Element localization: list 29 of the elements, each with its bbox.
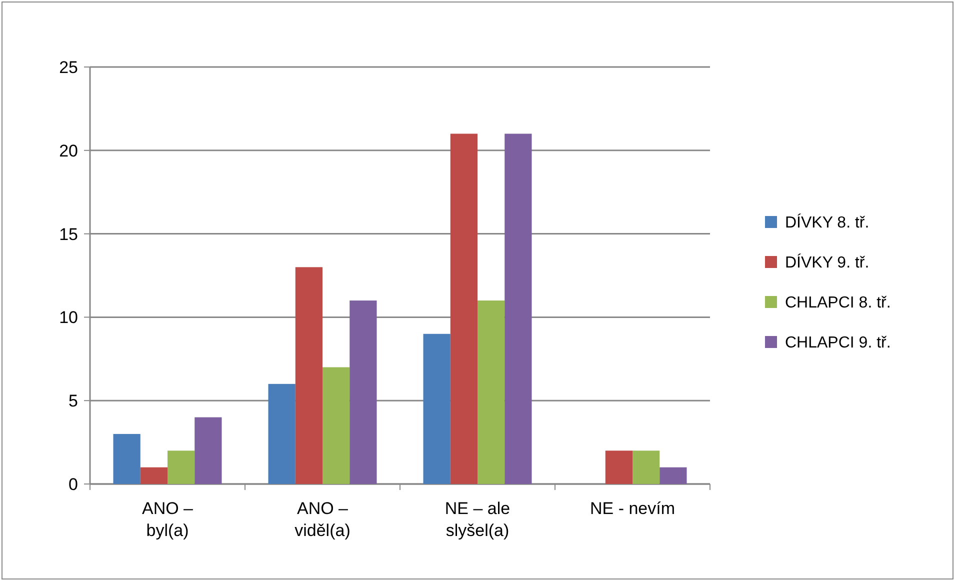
bar bbox=[605, 450, 632, 484]
bar bbox=[504, 134, 532, 484]
legend-label: CHLAPCI 8. tř. bbox=[785, 294, 891, 312]
bar bbox=[113, 434, 140, 484]
y-tick-label: 5 bbox=[68, 392, 78, 411]
bar bbox=[194, 417, 222, 484]
x-tick-label: ANO – viděl(a) bbox=[294, 499, 350, 540]
bar bbox=[478, 300, 505, 484]
bar bbox=[660, 467, 687, 484]
bar bbox=[295, 267, 322, 484]
bar bbox=[322, 367, 350, 484]
y-tick-label: 20 bbox=[59, 141, 78, 160]
y-tick-label: 25 bbox=[59, 58, 78, 77]
bar bbox=[632, 450, 660, 484]
legend-label: DÍVKY 9. tř. bbox=[785, 254, 870, 272]
x-tick-label: NE - nevím bbox=[590, 499, 676, 518]
bar bbox=[140, 467, 168, 484]
bar bbox=[423, 334, 450, 484]
bar bbox=[168, 450, 195, 484]
y-tick-label: 0 bbox=[68, 474, 78, 494]
bar bbox=[350, 300, 377, 484]
bar bbox=[450, 134, 478, 484]
x-tick-label: NE – ale slyšel(a) bbox=[444, 499, 510, 540]
x-tick-label: ANO – byl(a) bbox=[142, 499, 194, 540]
legend-label: DÍVKY 8. tř. bbox=[785, 214, 870, 232]
bar bbox=[268, 384, 296, 484]
y-tick-label: 10 bbox=[59, 308, 78, 328]
y-tick-label: 15 bbox=[59, 224, 78, 244]
legend-label: CHLAPCI 9. tř. bbox=[785, 334, 891, 352]
